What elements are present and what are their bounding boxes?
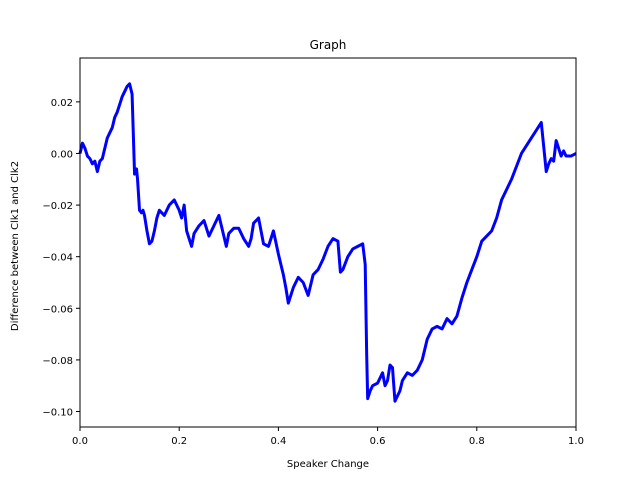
x-tick-label: 0.2	[171, 436, 187, 447]
chart-title: Graph	[310, 38, 347, 52]
series-line-0	[78, 82, 577, 403]
y-tick-label: 0.02	[51, 98, 73, 109]
y-axis: 0.02 0.00 −0.02 −0.04 −0.06 −0.08 −0.10	[42, 98, 80, 419]
y-tick-label: −0.06	[42, 304, 73, 315]
plot-area	[78, 82, 577, 403]
x-tick-label: 0.6	[370, 436, 386, 447]
x-tick-label: 0.0	[72, 436, 88, 447]
x-axis-label: Speaker Change	[287, 459, 369, 470]
y-tick-label: 0.00	[51, 149, 73, 160]
x-tick-label: 1.0	[568, 436, 584, 447]
x-tick-label: 0.8	[469, 436, 485, 447]
y-tick-label: −0.04	[42, 253, 73, 264]
x-tick-label: 0.4	[270, 436, 286, 447]
y-tick-label: −0.10	[42, 408, 73, 419]
x-axis: 0.0 0.2 0.4 0.6 0.8 1.0	[72, 427, 584, 447]
axes-frame	[79, 57, 577, 428]
y-tick-label: −0.08	[42, 356, 73, 367]
y-axis-label: Difference between Clk1 and Clk2	[10, 161, 21, 331]
y-tick-label: −0.02	[42, 201, 73, 212]
